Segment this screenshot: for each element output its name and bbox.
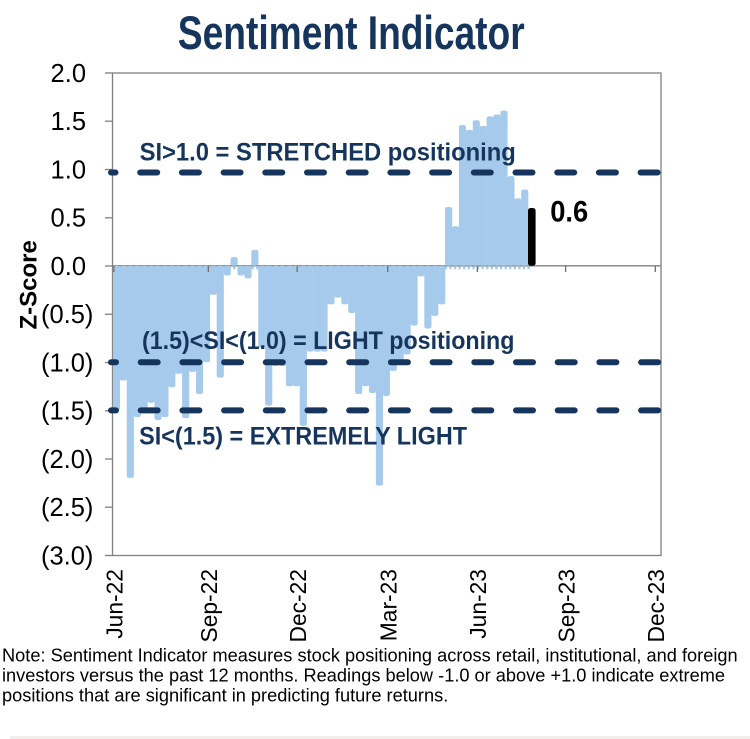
svg-text:Jun-23: Jun-23: [465, 569, 491, 639]
svg-text:investors versus the past 12 m: investors versus the past 12 months. Rea…: [2, 664, 725, 685]
svg-text:1.0: 1.0: [51, 156, 86, 184]
svg-text:(0.5): (0.5): [41, 301, 93, 329]
svg-text:(2.5): (2.5): [41, 494, 93, 522]
svg-text:Sep-22: Sep-22: [196, 569, 222, 643]
svg-text:Sentiment Indicator: Sentiment Indicator: [178, 7, 525, 59]
svg-text:Dec-22: Dec-22: [285, 569, 311, 643]
svg-text:(3.0): (3.0): [41, 542, 93, 570]
svg-text:Z-Score: Z-Score: [16, 240, 43, 329]
svg-text:(2.0): (2.0): [41, 446, 93, 474]
svg-text:0.6: 0.6: [550, 196, 588, 229]
svg-text:SI<(1.5) = EXTREMELY LIGHT: SI<(1.5) = EXTREMELY LIGHT: [139, 423, 467, 451]
svg-text:2.0: 2.0: [51, 60, 86, 88]
svg-text:(1.5): (1.5): [41, 398, 93, 426]
svg-text:positions that are significant: positions that are significant in predic…: [2, 684, 448, 705]
svg-text:Sep-23: Sep-23: [553, 569, 579, 643]
svg-text:Note: Sentiment Indicator meas: Note: Sentiment Indicator measures stock…: [2, 644, 738, 665]
svg-text:Jun-22: Jun-22: [102, 569, 128, 639]
svg-text:Mar-23: Mar-23: [376, 569, 402, 641]
svg-text:Dec-23: Dec-23: [643, 569, 669, 643]
svg-text:0.5: 0.5: [51, 205, 86, 233]
svg-text:1.5: 1.5: [51, 108, 86, 136]
svg-text:SI>1.0 = STRETCHED positioning: SI>1.0 = STRETCHED positioning: [140, 139, 516, 167]
svg-text:(1.5)<SI<(1.0) = LIGHT positio: (1.5)<SI<(1.0) = LIGHT positioning: [142, 327, 514, 355]
svg-text:(1.0): (1.0): [41, 349, 93, 377]
svg-text:0.0: 0.0: [51, 253, 86, 281]
